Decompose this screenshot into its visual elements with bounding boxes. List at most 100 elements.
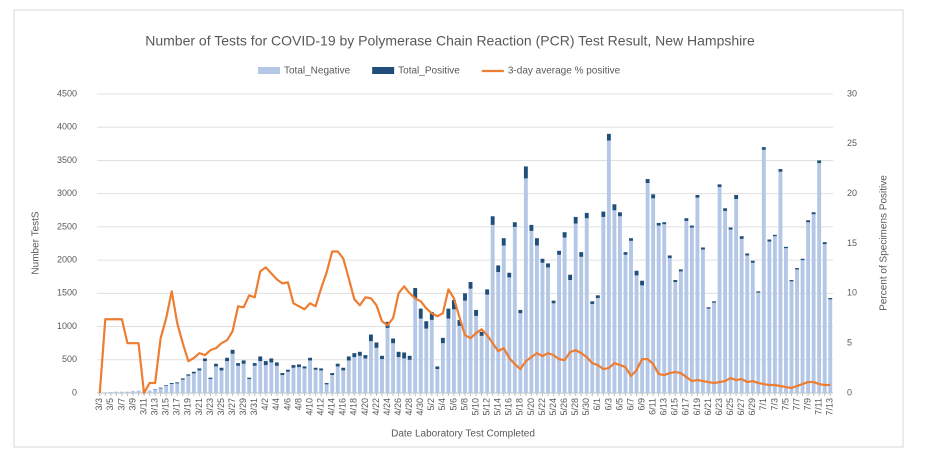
x-tick-label: 6/1 (592, 398, 602, 411)
bar-segment (164, 385, 169, 393)
bar-segment (673, 280, 678, 283)
bar-segment (180, 379, 185, 393)
bar-segment (413, 297, 418, 393)
bar-segment (485, 294, 490, 393)
bar-segment (546, 263, 550, 268)
bar-segment (501, 238, 506, 246)
x-tick-label: 3/9 (127, 398, 137, 411)
bar-segment (440, 343, 445, 393)
bar-segment (313, 367, 318, 370)
bar-segment (529, 230, 534, 393)
bar-segment (817, 160, 822, 164)
bar-segment (407, 359, 412, 393)
x-tick-label: 4/6 (282, 398, 292, 411)
bar-segment (507, 272, 512, 278)
bar-segment (302, 366, 307, 369)
bar-segment (789, 281, 794, 393)
x-tick-label: 4/8 (293, 398, 303, 411)
x-tick-label: 6/13 (659, 398, 669, 416)
x-tick-label: 3/13 (149, 398, 159, 416)
bar-segment (136, 390, 141, 393)
bar-segment (778, 171, 783, 393)
legend-swatch (258, 67, 280, 74)
y-tick-label: 4500 (57, 88, 77, 98)
bar-segment (175, 382, 180, 384)
y2-tick-label: 5 (847, 338, 852, 348)
bar-segment (496, 272, 501, 393)
bar-segment (252, 363, 257, 366)
x-tick-label: 3/11 (138, 398, 148, 415)
bar-segment (435, 366, 440, 370)
bar-segment (429, 311, 434, 320)
bar-segment (490, 216, 495, 225)
bar-segment (734, 198, 739, 393)
bar-segment (308, 357, 312, 361)
y-tick-label: 2000 (57, 254, 77, 264)
bar-segment (463, 300, 467, 393)
y-tick-label: 500 (62, 354, 77, 364)
bar-segment (191, 371, 196, 374)
bar-segment (285, 371, 290, 393)
x-tick-label: 6/21 (703, 398, 713, 416)
bar-segment (274, 365, 279, 393)
x-tick-label: 7/5 (780, 398, 790, 411)
y-tick-label: 4000 (57, 122, 77, 132)
bar-segment (745, 253, 750, 256)
bar-segment (352, 353, 357, 358)
x-tick-label: 3/3 (94, 398, 104, 411)
bar-segment (817, 163, 822, 393)
bar-segment (557, 254, 562, 393)
bar-segment (811, 212, 816, 215)
bar-segment (197, 370, 202, 393)
bar-segment (496, 265, 501, 273)
bar-segment (612, 210, 617, 393)
bar-segment (202, 358, 207, 362)
x-tick-label: 3/5 (105, 398, 115, 411)
bar-segment (595, 295, 600, 298)
x-tick-label: 7/7 (791, 398, 801, 411)
x-tick-label: 6/29 (747, 398, 757, 416)
y2-tick-label: 30 (847, 88, 857, 98)
bar-segment (512, 222, 517, 227)
bar-segment (535, 245, 539, 393)
bar-segment (701, 247, 705, 250)
x-tick-label: 6/5 (614, 398, 624, 411)
bar-segment (795, 268, 799, 270)
bar-segment (573, 216, 578, 224)
bar-segment (247, 377, 252, 380)
bar-segment (590, 301, 595, 304)
bar-segment (230, 349, 235, 354)
bar-segment (606, 140, 611, 393)
bar-segment (750, 260, 755, 263)
x-tick-label: 5/10 (470, 398, 480, 416)
bar-segment (623, 252, 628, 255)
bar-segment (297, 367, 301, 393)
y-tick-label: 0 (72, 387, 77, 397)
x-tick-label: 6/11 (648, 398, 658, 415)
y-axis-title: Number TestS (31, 211, 42, 275)
bar-segment (689, 227, 694, 393)
y-tick-label: 1500 (57, 288, 77, 298)
bar-segment (202, 361, 207, 393)
bar-segment (767, 241, 772, 393)
x-tick-label: 6/3 (603, 398, 613, 411)
bar-segment (285, 369, 290, 372)
bar-segment (778, 169, 783, 172)
bar-segment (391, 338, 395, 344)
bar-segment (474, 309, 479, 316)
bar-segment (108, 392, 113, 393)
bar-segment (440, 337, 445, 344)
bar-segment (568, 280, 573, 393)
bar-segment (435, 369, 440, 393)
legend-label: Total_Negative (284, 66, 351, 77)
bar-segment (701, 249, 705, 393)
bar-segment (451, 309, 456, 393)
bar-segment (274, 362, 279, 366)
bar-segment (568, 274, 573, 281)
bar-segment (535, 238, 539, 246)
x-tick-label: 3/15 (161, 398, 171, 416)
bar-segment (214, 363, 218, 367)
bar-segment (446, 318, 451, 393)
x-tick-label: 5/28 (570, 398, 580, 416)
bar-segment (579, 252, 584, 257)
